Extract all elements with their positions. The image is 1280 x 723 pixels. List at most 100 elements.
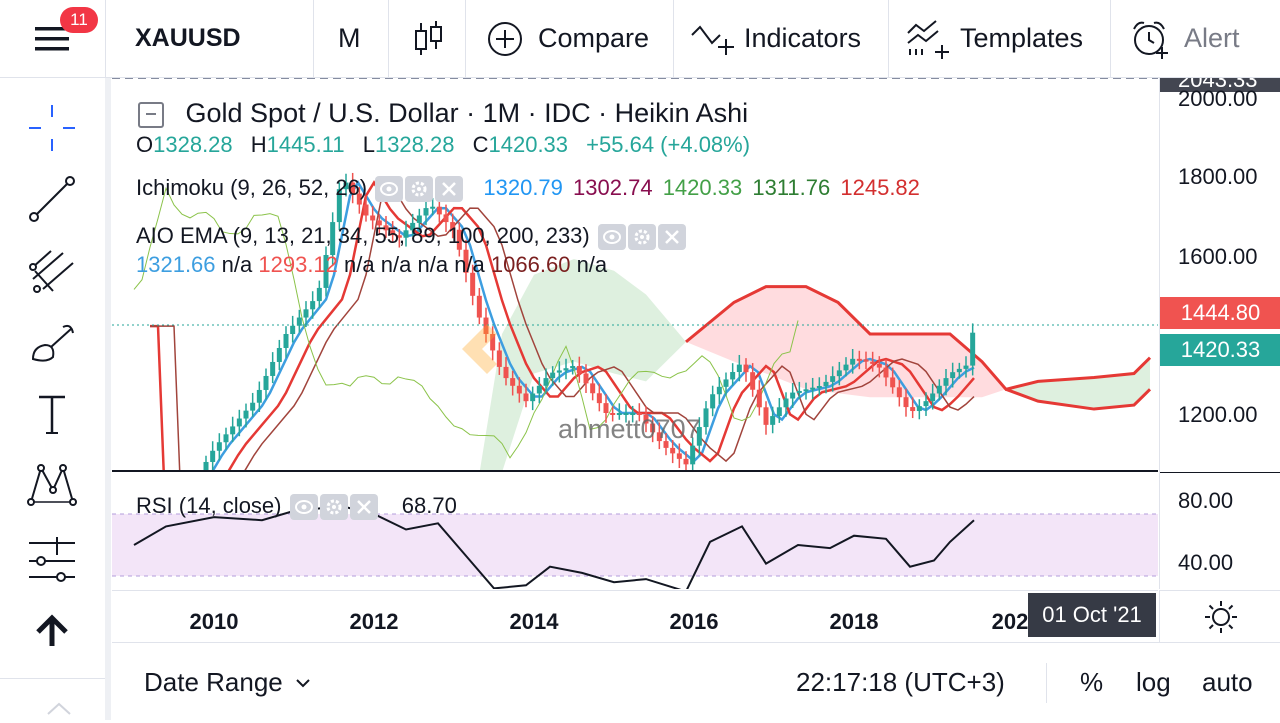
candle-body bbox=[576, 366, 582, 374]
close-label: C bbox=[472, 132, 489, 157]
price-axis[interactable]: 2043.33 2000.00 1800.00 1600.00 1200.00 … bbox=[1159, 78, 1280, 589]
aio-ema-settings-button[interactable] bbox=[627, 224, 656, 251]
candle-body bbox=[430, 206, 436, 209]
log-scale-button[interactable]: log bbox=[1136, 667, 1171, 697]
ichimoku-settings-button[interactable] bbox=[405, 176, 434, 203]
text-icon bbox=[39, 395, 65, 434]
tool-divider bbox=[0, 678, 105, 679]
candle-body bbox=[590, 383, 596, 394]
candle-body bbox=[536, 385, 542, 394]
candle-body bbox=[316, 287, 322, 302]
candle-body bbox=[223, 434, 229, 443]
time-zone-button[interactable]: 22:17:18 (UTC+3) bbox=[796, 667, 1005, 697]
candle-body bbox=[750, 372, 756, 390]
alarm-clock-icon bbox=[1133, 21, 1168, 59]
rsi-label-80: 80.00 bbox=[1178, 488, 1234, 513]
ema-value-1: 1321.66 bbox=[136, 252, 216, 277]
alert-button[interactable]: Alert bbox=[1130, 0, 1240, 77]
candle-body bbox=[623, 413, 629, 415]
candle-body bbox=[950, 372, 956, 379]
candle-body bbox=[603, 403, 609, 413]
interval-button[interactable]: M bbox=[338, 23, 361, 53]
logo-watermark bbox=[452, 303, 522, 385]
year-label-2010: 2010 bbox=[189, 609, 239, 634]
price-label-1600: 1600.00 bbox=[1178, 244, 1258, 269]
candle-body bbox=[890, 377, 896, 388]
candle-body bbox=[390, 230, 396, 236]
templates-button[interactable]: Templates bbox=[906, 0, 1083, 77]
collapse-legend-button[interactable] bbox=[138, 101, 164, 128]
symbol-search-button[interactable]: XAUUSD bbox=[135, 24, 241, 52]
candle-body bbox=[243, 410, 249, 419]
text-tool[interactable] bbox=[22, 384, 82, 444]
year-label-2020: 202 bbox=[991, 609, 1029, 634]
ichimoku-legend[interactable]: Ichimoku (9, 26, 52, 26) 1320.79 1302.74… bbox=[136, 175, 920, 203]
candle-body bbox=[216, 442, 222, 451]
ema-value-4: n/a bbox=[344, 252, 375, 277]
candle-body bbox=[236, 418, 242, 427]
rsi-settings-button[interactable] bbox=[319, 494, 348, 521]
candle-body bbox=[523, 393, 529, 402]
more-tools-button[interactable] bbox=[44, 698, 74, 723]
rsi-pane[interactable]: RSI (14, close) 68.70 bbox=[112, 473, 1158, 589]
author-watermark: ahmett0707 bbox=[558, 414, 701, 444]
price-chart-canvas bbox=[112, 78, 1158, 472]
candle-body bbox=[470, 272, 476, 296]
price-label-1200: 1200.00 bbox=[1178, 402, 1258, 427]
candle-body bbox=[350, 182, 356, 194]
candle-body bbox=[323, 255, 329, 288]
candle-body bbox=[256, 389, 262, 403]
candle-body bbox=[210, 450, 216, 462]
year-label-2016: 2016 bbox=[669, 609, 719, 634]
kumo-red-area bbox=[686, 286, 1006, 398]
trend-line-tool[interactable] bbox=[22, 169, 82, 229]
senkou-span-b-line bbox=[685, 285, 1152, 391]
ema-fast-line bbox=[210, 180, 975, 472]
rsi-visibility-button[interactable] bbox=[289, 494, 318, 521]
candle-body bbox=[850, 358, 856, 365]
chart-type-button[interactable] bbox=[412, 0, 444, 77]
aio-ema-visibility-button[interactable] bbox=[597, 224, 626, 251]
pattern-tool[interactable] bbox=[22, 455, 82, 515]
date-range-button[interactable]: Date Range bbox=[144, 667, 313, 698]
aio-ema-name: AIO EMA (9, 13, 21, 34, 55, 89, 100, 200… bbox=[136, 223, 590, 248]
price-tag-current-high: 1444.80 bbox=[1160, 297, 1280, 329]
chart-settings-button[interactable] bbox=[1159, 590, 1280, 643]
rsi-remove-button[interactable] bbox=[349, 494, 378, 521]
senkou-span-b-future bbox=[1005, 387, 1152, 411]
auto-scale-button[interactable]: auto bbox=[1202, 667, 1253, 697]
indicators-button[interactable]: Indicators bbox=[690, 0, 861, 77]
aio-ema-remove-button[interactable] bbox=[657, 224, 686, 251]
rsi-label-40: 40.00 bbox=[1178, 550, 1234, 575]
menu-button[interactable]: 11 bbox=[0, 0, 105, 77]
measure-tool[interactable] bbox=[22, 530, 82, 590]
templates-icon bbox=[907, 19, 949, 59]
candle-body bbox=[230, 426, 236, 435]
ichimoku-remove-button[interactable] bbox=[435, 176, 464, 203]
brush-tool[interactable] bbox=[22, 314, 82, 374]
ema-value-3: 1293.12 bbox=[258, 252, 338, 277]
eye-icon bbox=[380, 182, 399, 197]
time-axis[interactable]: 2010 2012 2014 2016 2018 202 01 Oct '21 bbox=[112, 590, 1158, 643]
heikin-ashi-candles bbox=[203, 172, 976, 472]
aio-ema-legend[interactable]: AIO EMA (9, 13, 21, 34, 55, 89, 100, 200… bbox=[136, 223, 686, 251]
rsi-legend[interactable]: RSI (14, close) 68.70 bbox=[136, 493, 457, 521]
plus-circle-icon bbox=[488, 21, 522, 56]
kumo-green-area bbox=[479, 258, 686, 472]
candlestick-icon bbox=[415, 20, 442, 55]
ema-value-2: n/a bbox=[221, 252, 253, 277]
compare-button[interactable]: Compare bbox=[486, 0, 649, 77]
crosshair-tool[interactable] bbox=[22, 98, 82, 158]
ema-value-6: n/a bbox=[417, 252, 449, 277]
year-label-2014: 2014 bbox=[509, 609, 559, 634]
hide-toolbar-button[interactable] bbox=[22, 600, 82, 660]
candle-body bbox=[943, 378, 949, 386]
candle-body bbox=[963, 365, 969, 369]
templates-label: Templates bbox=[960, 23, 1084, 53]
percent-scale-button[interactable]: % bbox=[1080, 667, 1104, 697]
candle-body bbox=[636, 413, 642, 415]
price-chart-pane[interactable]: ahmett0707 Gold Spot / U.S. Dollar · 1M … bbox=[112, 78, 1158, 472]
candle-body bbox=[923, 401, 929, 407]
ichimoku-visibility-button[interactable] bbox=[375, 176, 404, 203]
pitchfork-tool[interactable] bbox=[22, 242, 82, 302]
